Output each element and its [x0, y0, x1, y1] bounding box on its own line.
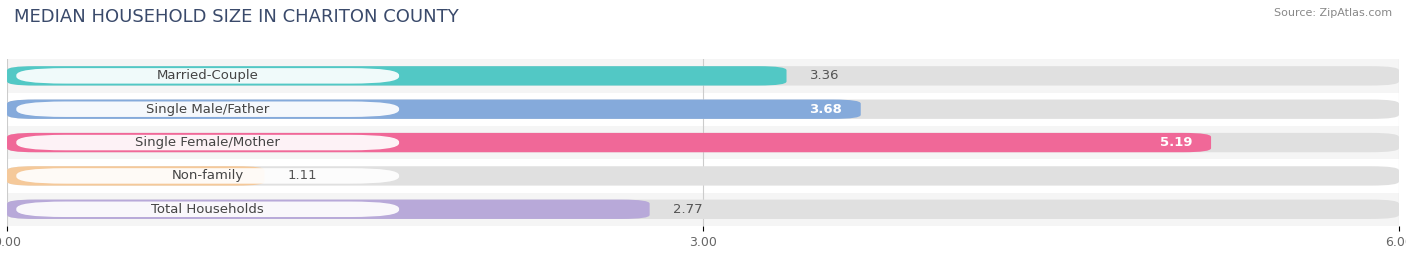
Bar [7, 93, 1399, 126]
FancyBboxPatch shape [17, 68, 399, 84]
FancyBboxPatch shape [7, 200, 1399, 219]
FancyBboxPatch shape [7, 66, 1399, 86]
Text: 3.36: 3.36 [810, 69, 839, 82]
Text: Single Male/Father: Single Male/Father [146, 103, 270, 116]
Text: Non-family: Non-family [172, 169, 243, 182]
FancyBboxPatch shape [17, 135, 399, 150]
FancyBboxPatch shape [7, 100, 1399, 119]
FancyBboxPatch shape [7, 200, 650, 219]
Text: 2.77: 2.77 [673, 203, 703, 216]
FancyBboxPatch shape [7, 166, 264, 186]
FancyBboxPatch shape [7, 100, 860, 119]
Bar [7, 193, 1399, 226]
FancyBboxPatch shape [7, 66, 786, 86]
Bar [7, 59, 1399, 93]
Text: Total Households: Total Households [152, 203, 264, 216]
Text: Married-Couple: Married-Couple [156, 69, 259, 82]
FancyBboxPatch shape [7, 133, 1211, 152]
FancyBboxPatch shape [17, 101, 399, 117]
FancyBboxPatch shape [7, 133, 1399, 152]
FancyBboxPatch shape [17, 168, 399, 184]
Text: 3.68: 3.68 [810, 103, 842, 116]
Text: Single Female/Mother: Single Female/Mother [135, 136, 280, 149]
FancyBboxPatch shape [7, 166, 1399, 186]
Text: Source: ZipAtlas.com: Source: ZipAtlas.com [1274, 8, 1392, 18]
Text: MEDIAN HOUSEHOLD SIZE IN CHARITON COUNTY: MEDIAN HOUSEHOLD SIZE IN CHARITON COUNTY [14, 8, 458, 26]
Text: 1.11: 1.11 [288, 169, 318, 182]
Bar [7, 126, 1399, 159]
Text: 5.19: 5.19 [1160, 136, 1192, 149]
FancyBboxPatch shape [17, 201, 399, 217]
Bar [7, 159, 1399, 193]
